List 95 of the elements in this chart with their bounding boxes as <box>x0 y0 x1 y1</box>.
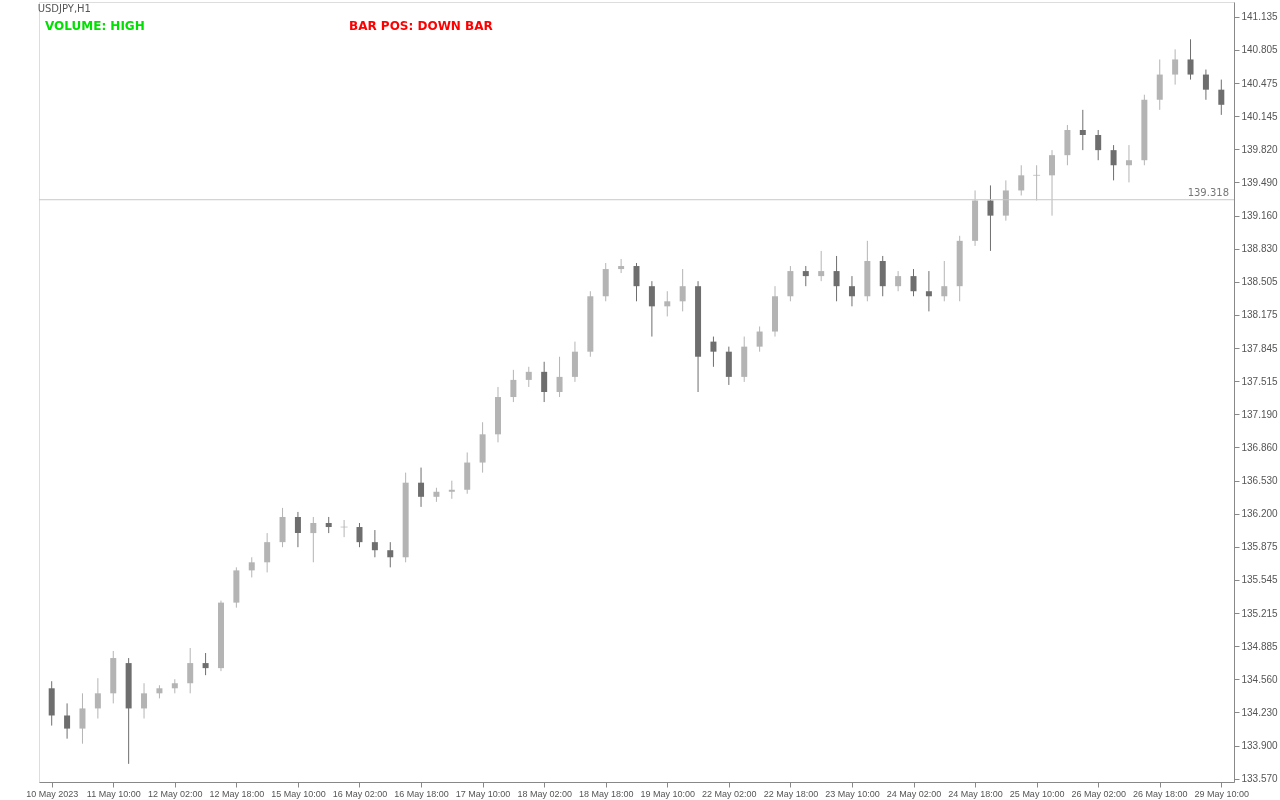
x-tick-label: 29 May 10:00 <box>1194 788 1250 799</box>
x-tick-label: 26 May 02:00 <box>1071 788 1126 799</box>
candlestick <box>79 692 86 745</box>
candlestick <box>64 702 71 740</box>
candlestick <box>1218 79 1225 116</box>
annotation: VOLUME: HIGH <box>45 19 145 33</box>
candlestick <box>895 270 902 292</box>
x-tick-label: 22 May 02:00 <box>702 788 757 799</box>
y-tick-label: 133.900 <box>1241 740 1279 752</box>
y-tick-label: 140.805 <box>1241 44 1279 56</box>
candlestick <box>1187 38 1194 81</box>
candlestick <box>141 682 148 720</box>
candlestick <box>418 467 425 508</box>
x-tick-label: 11 May 10:00 <box>86 788 141 799</box>
candlestick <box>679 268 686 312</box>
y-tick-label: 135.545 <box>1241 574 1279 586</box>
chart-title: USDJPY,H1 <box>37 3 91 14</box>
candlestick <box>510 369 517 403</box>
y-tick-label: 137.845 <box>1241 342 1279 354</box>
x-tick-label: 24 May 02:00 <box>886 788 942 799</box>
y-tick-label: 135.215 <box>1241 607 1279 619</box>
x-tick-label: 19 May 10:00 <box>640 788 696 799</box>
annotation: BAR POS: DOWN BAR <box>349 19 493 33</box>
x-tick-label: 22 May 18:00 <box>763 788 819 799</box>
x-tick-label: 12 May 18:00 <box>209 788 265 799</box>
candlestick <box>987 184 994 252</box>
candlestick <box>818 250 825 282</box>
y-tick-label: 140.475 <box>1241 77 1279 89</box>
candlestick <box>833 255 840 302</box>
candlestick <box>802 265 809 287</box>
x-tick-label: 16 May 02:00 <box>332 788 388 799</box>
x-tick-label: 12 May 02:00 <box>148 788 203 799</box>
y-tick-label: 135.875 <box>1241 541 1279 553</box>
y-tick-label: 134.230 <box>1241 706 1279 718</box>
candlestick <box>648 280 655 338</box>
y-tick-label: 139.160 <box>1241 210 1279 222</box>
y-tick-label: 134.560 <box>1241 673 1279 685</box>
x-tick-label: 26 May 18:00 <box>1132 788 1188 799</box>
y-tick-label: 136.530 <box>1241 475 1279 487</box>
x-tick-label: 24 May 18:00 <box>948 788 1003 799</box>
y-tick-label: 141.135 <box>1241 11 1279 23</box>
y-tick-label: 139.490 <box>1241 176 1279 188</box>
candlestick <box>310 516 317 563</box>
candlestick <box>1018 164 1025 196</box>
candlestick <box>848 275 855 307</box>
y-tick-label: 138.830 <box>1241 243 1279 255</box>
x-tick-label: 23 May 10:00 <box>825 788 880 799</box>
y-tick-label: 134.885 <box>1241 640 1279 652</box>
y-tick-label: 138.175 <box>1241 309 1279 321</box>
candlestick <box>525 366 532 388</box>
x-tick-label: 17 May 10:00 <box>455 788 511 799</box>
candlestick <box>187 647 194 694</box>
candlestick <box>618 258 625 274</box>
y-tick-label: 140.145 <box>1241 110 1279 122</box>
x-tick-label: 25 May 10:00 <box>1009 788 1065 799</box>
candlestick <box>294 511 301 548</box>
candlestick <box>94 677 101 720</box>
y-tick-label: 137.190 <box>1241 408 1279 420</box>
candlestick <box>202 652 209 676</box>
candlestick <box>371 529 378 558</box>
candlestick <box>541 361 548 403</box>
x-tick-label: 16 May 18:00 <box>394 788 449 799</box>
candlestick <box>1049 149 1056 217</box>
candlestick <box>387 541 394 568</box>
candlestick <box>1095 129 1102 161</box>
x-tick-label: 18 May 02:00 <box>517 788 572 799</box>
candlestick <box>1110 144 1117 181</box>
candlestick <box>910 268 917 297</box>
candlestick <box>1079 109 1086 151</box>
candlestick <box>340 519 348 538</box>
candlestick <box>710 336 717 368</box>
x-tick-label: 10 May 2023 <box>26 788 79 799</box>
candlestick <box>556 356 563 398</box>
candlestick <box>1125 144 1132 183</box>
y-tick-label: 137.515 <box>1241 375 1279 387</box>
y-tick-label: 136.200 <box>1241 508 1279 520</box>
candlestick <box>248 556 255 578</box>
y-tick-label: 139.820 <box>1241 143 1279 155</box>
candlestick <box>633 262 640 302</box>
y-tick-label: 133.570 <box>1241 773 1279 785</box>
candlestick <box>1033 164 1041 202</box>
candlestick <box>664 290 671 317</box>
candlestick <box>756 326 763 353</box>
ref-line-label: 139.318 <box>1187 186 1229 198</box>
x-tick-label: 18 May 18:00 <box>578 788 634 799</box>
candlestick <box>925 270 932 312</box>
candlestick <box>1172 48 1179 86</box>
x-tick-label: 15 May 10:00 <box>271 788 326 799</box>
candlestick <box>264 532 271 573</box>
y-tick-label: 136.860 <box>1241 441 1279 453</box>
candlestick <box>1202 69 1209 101</box>
candlestick <box>448 480 455 500</box>
candlestick <box>356 522 363 548</box>
y-tick-label: 138.505 <box>1241 276 1279 288</box>
candlestick <box>941 260 948 302</box>
